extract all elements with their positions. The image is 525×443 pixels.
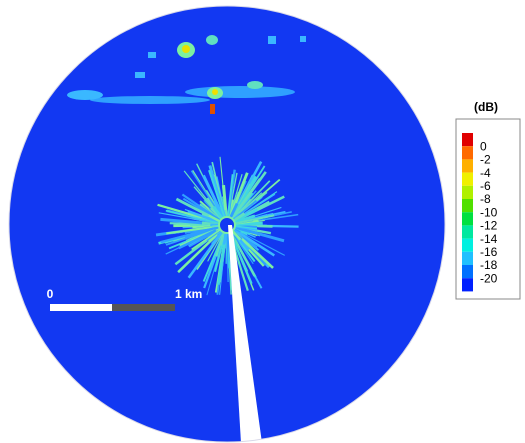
colorbar-bin (462, 239, 473, 252)
colorbar-label: -6 (480, 179, 491, 193)
clutter-ray (212, 226, 219, 227)
scale-end: 1 km (175, 287, 202, 301)
colorbar-label: 0 (480, 139, 487, 153)
page: {"colorbar": {"title": "(dB)", "ticks": … (0, 0, 525, 443)
colorbar-bin (462, 265, 473, 278)
colorbar-label: -18 (480, 258, 498, 272)
colorbar-label: -2 (480, 153, 491, 167)
colorbar-label: -12 (480, 219, 498, 233)
colorbar-bin (462, 212, 473, 225)
scale-bar-gray (112, 304, 175, 311)
colorbar-label: -14 (480, 232, 498, 246)
colorbar-bin (462, 186, 473, 199)
colorbar-bin (462, 252, 473, 265)
colorbar-bin (462, 278, 473, 291)
scale-start: 0 (47, 287, 54, 301)
colorbar-bin (462, 133, 473, 146)
colorbar-label: -20 (480, 271, 498, 285)
clutter-ray (224, 233, 226, 245)
colorbar-bin (462, 146, 473, 159)
colorbar-bin (462, 199, 473, 212)
scale-bar-white (50, 304, 112, 311)
colorbar-label: -4 (480, 166, 491, 180)
colorbar-bin (462, 173, 473, 186)
colorbar-bin (462, 225, 473, 238)
colorbar-label: -8 (480, 192, 491, 206)
colorbar-bin (462, 159, 473, 172)
disk-background (9, 6, 445, 442)
radar-disk (9, 6, 445, 443)
colorbar-label: -10 (480, 205, 498, 219)
radar-view: 0 1 km (dB) 0-2-4-6-8-10-12-14-16-18-20 (0, 0, 525, 443)
colorbar-label: -16 (480, 245, 498, 259)
colorbar-title: (dB) (474, 100, 498, 114)
